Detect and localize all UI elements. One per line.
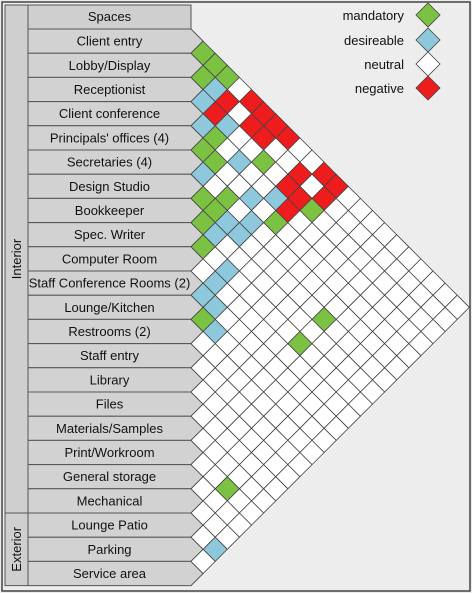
- space-row: Secretaries (4): [27, 149, 204, 175]
- space-row: Lounge/Kitchen: [27, 294, 204, 320]
- legend-swatch: [415, 75, 441, 101]
- space-row-label: Mechanical: [77, 493, 143, 508]
- spaces-header-box: [27, 4, 192, 30]
- space-row: Principals' offices (4): [27, 125, 204, 151]
- space-row-label: Staff Conference Rooms (2): [29, 276, 191, 291]
- legend-swatch: [415, 27, 441, 53]
- legend-label: negative: [355, 81, 404, 96]
- space-row: Restrooms (2): [27, 318, 204, 345]
- space-row-label: Print/Workroom: [64, 445, 154, 460]
- legend-label: desireable: [344, 33, 404, 48]
- space-row-label: Bookkeeper: [75, 203, 145, 218]
- space-row-label: Lounge Patio: [71, 518, 148, 533]
- space-rows: Client entry Lobby/Display Receptionist Cli…: [27, 28, 204, 587]
- space-row-label: Secretaries (4): [67, 155, 152, 170]
- space-row-box: [27, 560, 204, 587]
- space-row-label: Service area: [73, 566, 147, 581]
- legend-item-desirable: desireable: [344, 27, 441, 53]
- space-row-label: Client conference: [59, 106, 160, 121]
- space-row-label: Client entry: [77, 34, 143, 49]
- space-row-label: Lobby/Display: [69, 58, 151, 73]
- group-column: Interior Exterior: [4, 4, 29, 587]
- group-label: Exterior: [9, 526, 24, 571]
- legend-label: neutral: [364, 57, 404, 72]
- space-row-label: Lounge/Kitchen: [64, 300, 154, 315]
- legend-item-neutral: neutral: [364, 51, 441, 77]
- spaces-header-label: Spaces: [88, 9, 132, 24]
- space-row: Lobby/Display: [27, 52, 204, 78]
- space-row: Spec. Writer: [27, 222, 204, 248]
- space-row: Library: [27, 367, 204, 393]
- space-row: Service area: [27, 560, 204, 587]
- legend-swatch: [415, 51, 441, 77]
- space-row: Client conference: [27, 101, 204, 127]
- space-row: Materials/Samples: [27, 415, 204, 441]
- space-row-label: Library: [90, 372, 130, 387]
- group-label: Interior: [9, 238, 24, 279]
- spaces-header: Spaces: [27, 4, 192, 30]
- legend-item-mandatory: mandatory: [343, 2, 441, 28]
- space-row: Files: [27, 391, 204, 417]
- space-row-label: Restrooms (2): [68, 324, 150, 339]
- space-row: Parking: [27, 536, 204, 562]
- space-row: Receptionist: [27, 76, 204, 103]
- space-row: Staff Conference Rooms (2): [27, 270, 204, 296]
- legend-label: mandatory: [343, 8, 405, 23]
- legend-swatch: [415, 2, 441, 28]
- space-row-label: Staff entry: [80, 348, 140, 363]
- group-interior: Interior: [4, 4, 29, 514]
- space-row-label: Receptionist: [74, 82, 146, 97]
- relationship-matrix: [190, 40, 470, 575]
- legend-item-negative: negative: [355, 75, 441, 101]
- space-row-label: General storage: [63, 469, 156, 484]
- space-row-label: Parking: [87, 542, 131, 557]
- space-row: Staff entry: [27, 343, 204, 369]
- space-row-label: Principals' offices (4): [50, 130, 169, 145]
- space-row: Lounge Patio: [27, 512, 204, 538]
- space-row-label: Files: [96, 397, 124, 412]
- space-row-label: Computer Room: [62, 251, 157, 266]
- space-row-label: Spec. Writer: [74, 227, 146, 242]
- space-row: Print/Workroom: [27, 439, 204, 466]
- space-row: Mechanical: [27, 488, 204, 514]
- space-row-label: Materials/Samples: [56, 421, 163, 436]
- space-row: Computer Room: [27, 246, 204, 272]
- space-row: Design Studio: [27, 173, 204, 199]
- legend: mandatory desireable neutral negative: [343, 2, 441, 101]
- space-row: Client entry: [27, 28, 204, 54]
- space-row: General storage: [27, 464, 204, 490]
- relationship-cell-neutral: [190, 548, 216, 575]
- group-exterior: Exterior: [4, 512, 29, 587]
- space-row-label: Design Studio: [69, 179, 150, 194]
- space-row: Bookkeeper: [27, 197, 204, 224]
